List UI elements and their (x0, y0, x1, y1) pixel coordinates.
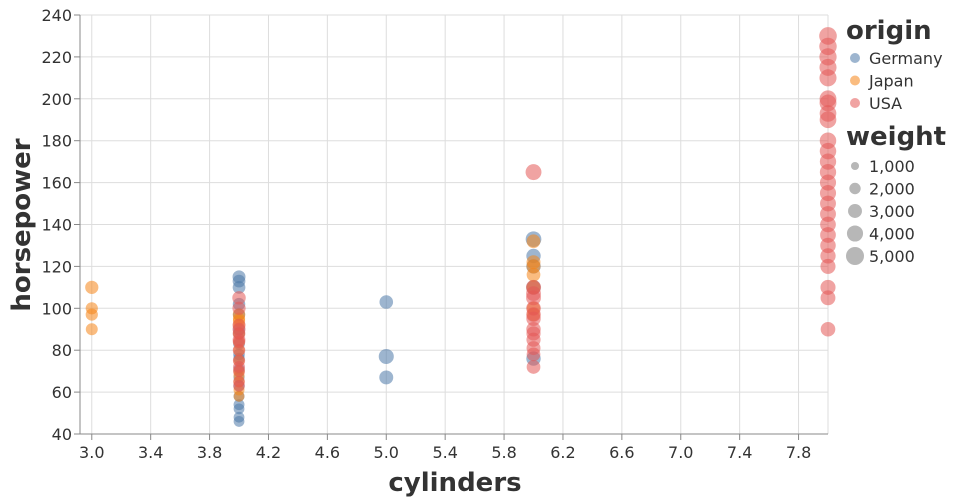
legend-symbol-germany (850, 53, 860, 63)
point-germany (233, 416, 245, 427)
point-usa (232, 301, 246, 315)
size-legend-label: 5,000 (869, 247, 915, 266)
x-tick-label: 5.4 (432, 443, 457, 462)
point-usa (525, 164, 542, 181)
grid (80, 14, 829, 435)
y-tick-label: 160 (41, 174, 72, 193)
y-tick-label: 140 (41, 216, 72, 235)
y-tick-label: 100 (41, 299, 72, 318)
point-japan (233, 390, 245, 402)
y-axis-ticks: 40 60 80 100 120 140 160 180 200 220 240 (41, 6, 80, 444)
point-usa (820, 258, 836, 274)
color-legend-title: origin (846, 16, 932, 46)
y-tick-label: 60 (52, 383, 72, 402)
y-tick-label: 220 (41, 48, 72, 67)
point-germany (233, 403, 245, 415)
x-axis-title: cylinders (388, 468, 521, 498)
x-tick-label: 4.6 (315, 443, 340, 462)
x-tick-label: 4.2 (256, 443, 281, 462)
y-tick-label: 200 (41, 90, 72, 109)
y-tick-label: 240 (41, 6, 72, 25)
point-japan (85, 280, 99, 294)
size-legend-symbol (849, 182, 861, 195)
point-germany (232, 280, 246, 294)
x-tick-label: 3.4 (138, 443, 163, 462)
point-germany (378, 348, 394, 365)
x-tick-label: 7.8 (786, 443, 811, 462)
point-usa (233, 379, 245, 392)
legend-symbol-japan (850, 75, 860, 86)
point-usa (820, 321, 836, 337)
y-tick-label: 40 (52, 425, 72, 444)
legend-label-japan: Japan (868, 72, 914, 91)
x-tick-label: 5.8 (491, 443, 516, 462)
x-tick-label: 6.6 (609, 443, 634, 462)
size-legend-label: 1,000 (869, 157, 915, 176)
point-usa (819, 69, 837, 87)
point-usa (820, 248, 836, 264)
size-legend-label: 4,000 (869, 225, 915, 244)
y-tick-label: 120 (41, 257, 72, 276)
point-usa (233, 365, 245, 378)
x-tick-label: 7.4 (727, 443, 752, 462)
point-japan (85, 323, 98, 336)
size-legend-symbol (846, 225, 864, 242)
legend-label-usa: USA (869, 94, 902, 113)
point-usa (820, 290, 836, 306)
color-legend: origin Germany Japan USA (846, 16, 943, 113)
size-legend-label: 2,000 (869, 180, 915, 199)
legend-label-germany: Germany (869, 49, 943, 68)
size-legend-title: weight (846, 122, 946, 152)
y-tick-label: 80 (52, 341, 72, 360)
point-usa (526, 290, 541, 306)
size-legend-symbol (850, 161, 860, 171)
point-usa (232, 343, 246, 357)
point-japan (85, 308, 98, 321)
point-germany (379, 295, 394, 309)
point-usa (820, 237, 836, 254)
x-axis-ticks: 3.0 3.4 3.8 4.2 4.6 5.0 5.4 5.8 6.2 6.6 7.0 7.4 7.8 (79, 434, 811, 462)
point-usa (819, 111, 837, 129)
point-japan (526, 267, 541, 282)
size-legend: weight 1,000 2,000 3,000 4,000 5,000 (846, 122, 946, 266)
size-legend-label: 3,000 (869, 202, 915, 221)
point-germany (379, 370, 394, 385)
x-tick-label: 3.0 (79, 443, 104, 462)
point-japan (526, 234, 541, 249)
point-usa (526, 360, 541, 374)
data-points (85, 27, 837, 427)
point-usa (526, 347, 541, 362)
y-tick-label: 180 (41, 132, 72, 151)
x-tick-label: 3.8 (197, 443, 222, 462)
size-legend-symbol (848, 204, 862, 218)
point-usa (820, 279, 836, 295)
x-tick-label: 6.2 (550, 443, 575, 462)
y-axis-title: horsepower (7, 138, 37, 311)
legend-symbol-usa (850, 98, 860, 108)
x-tick-label: 5.0 (374, 443, 399, 462)
x-tick-label: 7.0 (668, 443, 693, 462)
point-usa (526, 311, 541, 326)
point-usa (232, 291, 246, 305)
size-legend-symbol (846, 247, 864, 265)
